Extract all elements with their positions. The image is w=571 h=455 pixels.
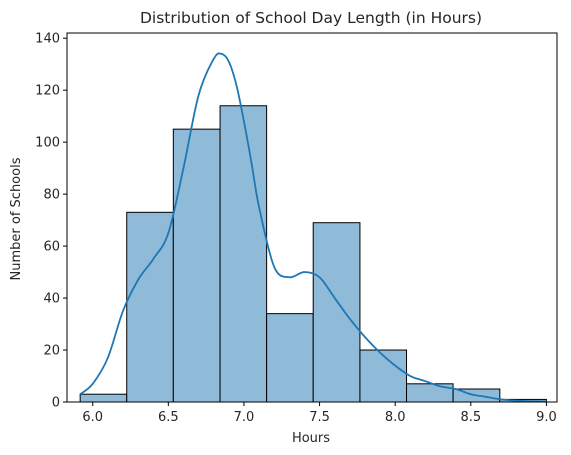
y-tick-label: 120 (35, 84, 60, 99)
y-tick-label: 60 (43, 240, 60, 255)
histogram-bar-3 (172, 128, 221, 403)
y-tick-label: 40 (43, 292, 60, 307)
histogram-bar-2 (126, 211, 174, 403)
x-tick-label: 7.5 (309, 410, 330, 425)
histogram-bars (79, 105, 547, 403)
x-tick-label: 8.5 (460, 410, 481, 425)
histogram-bar-4 (219, 105, 268, 403)
x-tick-label: 6.0 (82, 410, 103, 425)
x-axis-label: Hours (292, 431, 330, 446)
histogram-bar-7 (359, 349, 408, 403)
y-tick-label: 80 (43, 188, 60, 203)
kde-curve-group (79, 52, 547, 403)
plot-frame (66, 32, 558, 403)
x-tick-label: 6.5 (158, 410, 179, 425)
x-tick-label: 9.0 (536, 410, 557, 425)
y-tick-label: 100 (35, 136, 60, 151)
x-tick-label: 7.0 (234, 410, 255, 425)
histogram-bar-6 (312, 222, 361, 403)
y-tick-label: 140 (35, 32, 60, 47)
histogram-bar-5 (266, 313, 314, 403)
chart-title: Distribution of School Day Length (in Ho… (140, 9, 482, 27)
y-axis: 0 20 40 60 80 100 120 140 (35, 32, 67, 411)
y-tick-label: 20 (43, 344, 60, 359)
kde-line (79, 52, 547, 403)
histogram-bar-1 (79, 393, 128, 403)
x-axis: 6.0 6.5 7.0 7.5 8.0 8.5 9.0 (82, 402, 557, 425)
y-axis-label: Number of Schools (9, 157, 24, 280)
x-tick-label: 8.0 (385, 410, 406, 425)
y-tick-label: 0 (52, 396, 60, 411)
